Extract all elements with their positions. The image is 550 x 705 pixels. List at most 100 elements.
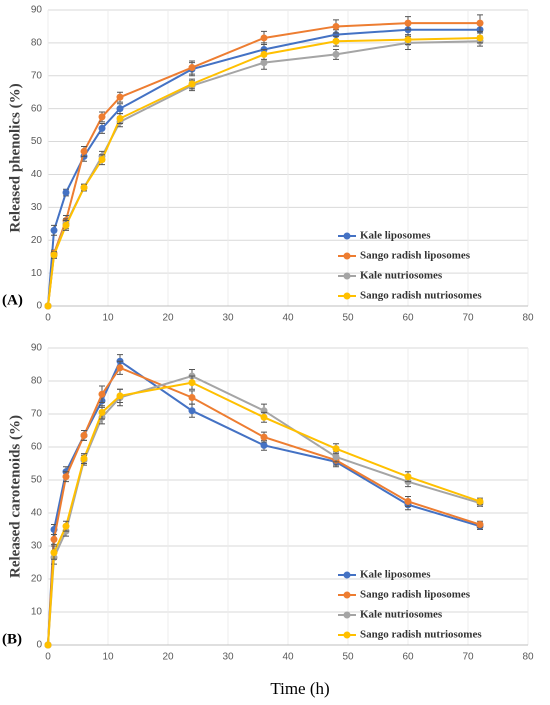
data-point xyxy=(332,445,340,453)
legend-label: Sango radish liposomes xyxy=(360,589,471,601)
series-line xyxy=(47,28,480,307)
x-tick-label: 80 xyxy=(522,652,534,663)
data-point xyxy=(116,93,124,101)
data-point xyxy=(404,19,412,27)
legend-label: Kale liposomes xyxy=(360,230,431,242)
legend-marker xyxy=(343,272,351,280)
data-point xyxy=(98,390,106,398)
legend-marker xyxy=(343,571,351,579)
data-point xyxy=(80,431,88,439)
legend-label: Sango radish nutriosomes xyxy=(360,290,482,302)
x-tick-label: 70 xyxy=(462,313,474,324)
data-point xyxy=(50,226,58,234)
x-tick-label: 60 xyxy=(402,652,414,663)
legend-marker xyxy=(343,292,351,300)
legend-label: Kale nutriosomes xyxy=(360,270,443,282)
panel-label: (A) xyxy=(2,292,23,308)
y-tick-label: 50 xyxy=(31,475,43,486)
data-point xyxy=(98,113,106,121)
data-point xyxy=(476,521,484,529)
legend-label: Sango radish liposomes xyxy=(360,250,471,262)
data-point xyxy=(98,156,106,164)
data-point xyxy=(260,433,268,441)
data-point xyxy=(188,394,196,401)
data-point xyxy=(188,80,196,88)
legend-marker xyxy=(343,631,351,639)
x-tick-label: 20 xyxy=(162,652,174,663)
x-tick-label: 0 xyxy=(45,652,51,663)
legend-marker xyxy=(343,591,351,599)
legend-label: Kale liposomes xyxy=(360,569,431,581)
data-point xyxy=(332,50,340,58)
y-axis-label: Released carotenoids (%) xyxy=(7,415,23,578)
y-tick-label: 0 xyxy=(36,301,42,312)
data-point xyxy=(116,392,124,400)
data-point xyxy=(188,407,196,415)
y-tick-label: 30 xyxy=(31,541,43,552)
x-axis-label: Time (h) xyxy=(270,679,329,698)
data-point xyxy=(260,34,268,42)
x-tick-label: 30 xyxy=(222,652,234,663)
data-point xyxy=(98,408,106,416)
y-tick-label: 40 xyxy=(31,508,43,519)
data-point xyxy=(80,184,88,192)
data-point xyxy=(116,115,124,123)
y-tick-label: 60 xyxy=(31,103,43,114)
x-tick-label: 30 xyxy=(222,313,234,324)
data-point xyxy=(44,302,52,310)
y-tick-label: 80 xyxy=(31,376,43,387)
legend-label: Kale nutriosomes xyxy=(360,609,443,621)
x-tick-label: 80 xyxy=(522,313,534,324)
legend-marker xyxy=(343,252,351,260)
data-point xyxy=(50,535,58,543)
y-tick-label: 90 xyxy=(31,5,43,16)
data-point xyxy=(188,379,196,387)
y-tick-label: 50 xyxy=(31,136,43,147)
x-tick-label: 70 xyxy=(462,652,474,663)
data-point xyxy=(404,36,412,44)
data-point xyxy=(62,189,70,197)
y-tick-label: 20 xyxy=(31,574,43,585)
y-axis-label: Released phenolics (%) xyxy=(7,83,23,232)
x-tick-label: 10 xyxy=(102,313,114,324)
data-point xyxy=(116,364,124,372)
data-point xyxy=(50,251,58,259)
data-point xyxy=(476,34,484,42)
legend-label: Sango radish nutriosomes xyxy=(360,629,482,641)
data-point xyxy=(404,473,412,481)
data-point xyxy=(188,64,196,72)
data-point xyxy=(260,50,268,58)
x-tick-label: 60 xyxy=(402,313,414,324)
data-point xyxy=(62,522,70,530)
y-tick-label: 30 xyxy=(31,202,43,213)
legend-marker xyxy=(343,232,351,240)
data-point xyxy=(98,124,106,132)
x-tick-label: 20 xyxy=(162,313,174,324)
y-tick-label: 0 xyxy=(36,640,42,651)
x-tick-label: 0 xyxy=(45,313,51,324)
series-line xyxy=(47,36,481,307)
data-point xyxy=(332,37,340,45)
data-point xyxy=(476,497,484,505)
data-point xyxy=(116,105,124,113)
data-point xyxy=(404,497,412,505)
data-point xyxy=(260,441,268,449)
data-point xyxy=(62,473,70,481)
y-tick-label: 80 xyxy=(31,38,43,49)
data-point xyxy=(332,453,340,461)
y-tick-label: 10 xyxy=(31,268,43,279)
x-tick-label: 40 xyxy=(282,652,294,663)
x-tick-label: 50 xyxy=(342,652,354,663)
x-tick-label: 10 xyxy=(102,652,114,663)
y-tick-label: 20 xyxy=(31,235,43,246)
x-tick-label: 50 xyxy=(342,313,354,324)
y-tick-label: 70 xyxy=(31,409,43,420)
x-tick-label: 40 xyxy=(282,313,294,324)
data-point xyxy=(260,59,268,67)
data-point xyxy=(332,22,340,30)
data-point xyxy=(62,221,70,229)
legend-marker xyxy=(343,611,351,619)
data-point xyxy=(44,641,52,649)
y-tick-label: 60 xyxy=(31,442,43,453)
